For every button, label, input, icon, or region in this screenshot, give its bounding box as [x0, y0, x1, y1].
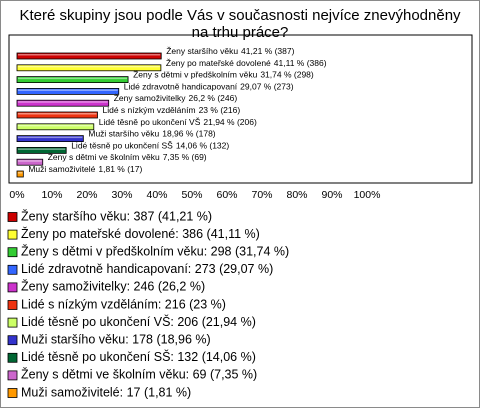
x-tick-label: 80%	[286, 189, 307, 201]
bar	[16, 111, 98, 119]
bar-value-label: 29,07 % (273)	[240, 82, 294, 92]
bar-label-name: Lidé s nízkým vzděláním	[103, 105, 196, 115]
chart-title: Které skupiny jsou podle Vás v současnos…	[19, 7, 461, 41]
bar-label-name: Ženy staršího věku	[166, 46, 238, 56]
x-tick-label: 0%	[9, 189, 24, 201]
bar-value-label: 14,06 % (132)	[176, 141, 230, 151]
bar-highlight	[18, 124, 93, 127]
bar-label: Lidé těsně po ukončení VŠ 21,94 % (206)	[99, 117, 257, 127]
bar-label-name: Muži samoživitelé	[28, 164, 95, 174]
x-tick-label: 50%	[181, 189, 202, 201]
plot-frame	[8, 34, 473, 184]
legend-label: Ženy po mateřské dovolené: 386 (41,11 %)	[21, 226, 260, 241]
bar-highlight	[18, 77, 128, 80]
legend-swatch	[7, 370, 18, 381]
x-tick-label: 20%	[76, 189, 97, 201]
bar-label: Ženy staršího věku 41,21 % (387)	[166, 46, 294, 56]
x-tick-label: 40%	[146, 189, 167, 201]
bar-value-label: 31,74 % (298)	[260, 70, 314, 80]
legend-label: Ženy s dětmi ve školním věku: 69 (7,35 %…	[21, 367, 257, 382]
x-tick-label: 30%	[111, 189, 132, 201]
legend-label: Ženy s dětmi v předškolním věku: 298 (31…	[21, 243, 289, 258]
bar-label-name: Lidé těsně po ukončení SŠ	[71, 141, 173, 151]
legend-label: Lidé těsně po ukončení VŠ: 206 (21,94 %)	[21, 314, 256, 329]
legend-swatch	[7, 264, 18, 275]
bar-label-name: Lidé zdravotně handicapovaní	[124, 82, 238, 92]
legend-swatch	[7, 229, 18, 240]
legend-swatch	[7, 352, 18, 363]
legend-label: Lidé s nízkým vzděláním: 216 (23 %)	[21, 297, 226, 311]
legend-swatch	[7, 317, 18, 328]
x-tick-label: 90%	[321, 189, 342, 201]
bar-label: Ženy samoživitelky 26,2 % (246)	[114, 93, 238, 103]
bar-highlight	[18, 113, 97, 115]
x-tick-label: 70%	[251, 189, 272, 201]
bar-highlight	[18, 160, 42, 162]
bar	[16, 123, 95, 131]
bar	[16, 76, 129, 83]
bar-value-label: 1,81 % (17)	[98, 164, 142, 174]
legend-label: Ženy staršího věku: 387 (41,21 %)	[21, 208, 212, 223]
legend-label: Lidé zdravotně handicapovaní: 273 (29,07…	[21, 262, 273, 276]
bar-value-label: 23 % (216)	[199, 105, 241, 115]
bar-highlight	[18, 89, 118, 91]
bar-value-label: 26,2 % (246)	[189, 93, 238, 103]
bar-highlight	[18, 101, 108, 103]
bar-highlight	[18, 54, 161, 56]
bar-label-name: Muži staršího věku	[88, 129, 159, 139]
bar-value-label: 18,96 % (178)	[162, 129, 216, 139]
bar	[16, 158, 44, 166]
legend-swatch	[7, 212, 18, 222]
legend-swatch	[7, 335, 18, 346]
bar	[16, 99, 110, 107]
legend-label: Muži staršího věku: 178 (18,96 %)	[21, 332, 211, 346]
bar-value-label: 41,11 % (386)	[274, 58, 327, 68]
bar	[16, 146, 67, 154]
bar-highlight	[18, 148, 66, 150]
bar-label-name: Ženy s dětmi ve školním věku	[48, 152, 160, 162]
bar	[16, 135, 84, 143]
x-tick-label: 100%	[354, 189, 381, 201]
bar-value-label: 21,94 % (206)	[203, 117, 257, 127]
legend-label: Muži samoživitelé: 17 (1,81 %)	[21, 385, 191, 399]
bar-label: Lidé těsně po ukončení SŠ 14,06 % (132)	[71, 141, 229, 151]
bar-label: Ženy s dětmi ve školním věku 7,35 % (69)	[48, 152, 207, 162]
bar-highlight	[18, 136, 83, 139]
bar-label-name: Ženy s dětmi v předškolním věku	[133, 70, 258, 80]
legend-swatch	[7, 247, 18, 258]
x-tick-label: 60%	[216, 189, 237, 201]
bar-label: Muži staršího věku 18,96 % (178)	[88, 129, 215, 139]
legend-swatch	[7, 282, 18, 293]
bar	[16, 170, 24, 178]
legend-label: Lidé těsně po ukončení SŠ: 132 (14,06 %)	[21, 349, 256, 364]
bar-highlight	[18, 172, 23, 174]
bar	[16, 64, 162, 72]
bar-highlight	[18, 65, 160, 68]
bar-label-name: Ženy po mateřské dovolené	[166, 58, 271, 68]
legend-label: Ženy samoživitelky: 246 (26,2 %)	[21, 279, 205, 294]
legend-swatch	[7, 388, 18, 398]
bar-label-name: Lidé těsně po ukončení VŠ	[99, 117, 201, 127]
bar-label: Muži samoživitelé 1,81 % (17)	[28, 164, 142, 174]
bar-label: Lidé s nízkým vzděláním 23 % (216)	[103, 105, 241, 115]
bar-label: Ženy s dětmi v předškolním věku 31,74 % (…	[133, 70, 314, 80]
bar	[16, 88, 120, 95]
bar-label: Ženy po mateřské dovolené 41,11 % (386)	[166, 58, 327, 68]
bar-label: Lidé zdravotně handicapovaní 29,07 % (273…	[124, 82, 294, 92]
legend-swatch	[7, 300, 18, 310]
bar-label-name: Ženy samoživitelky	[114, 93, 187, 103]
bar	[16, 52, 162, 60]
bar-value-label: 7,35 % (69)	[163, 152, 207, 162]
x-tick-label: 10%	[41, 189, 62, 201]
bar-value-label: 41,21 % (387)	[241, 46, 295, 56]
